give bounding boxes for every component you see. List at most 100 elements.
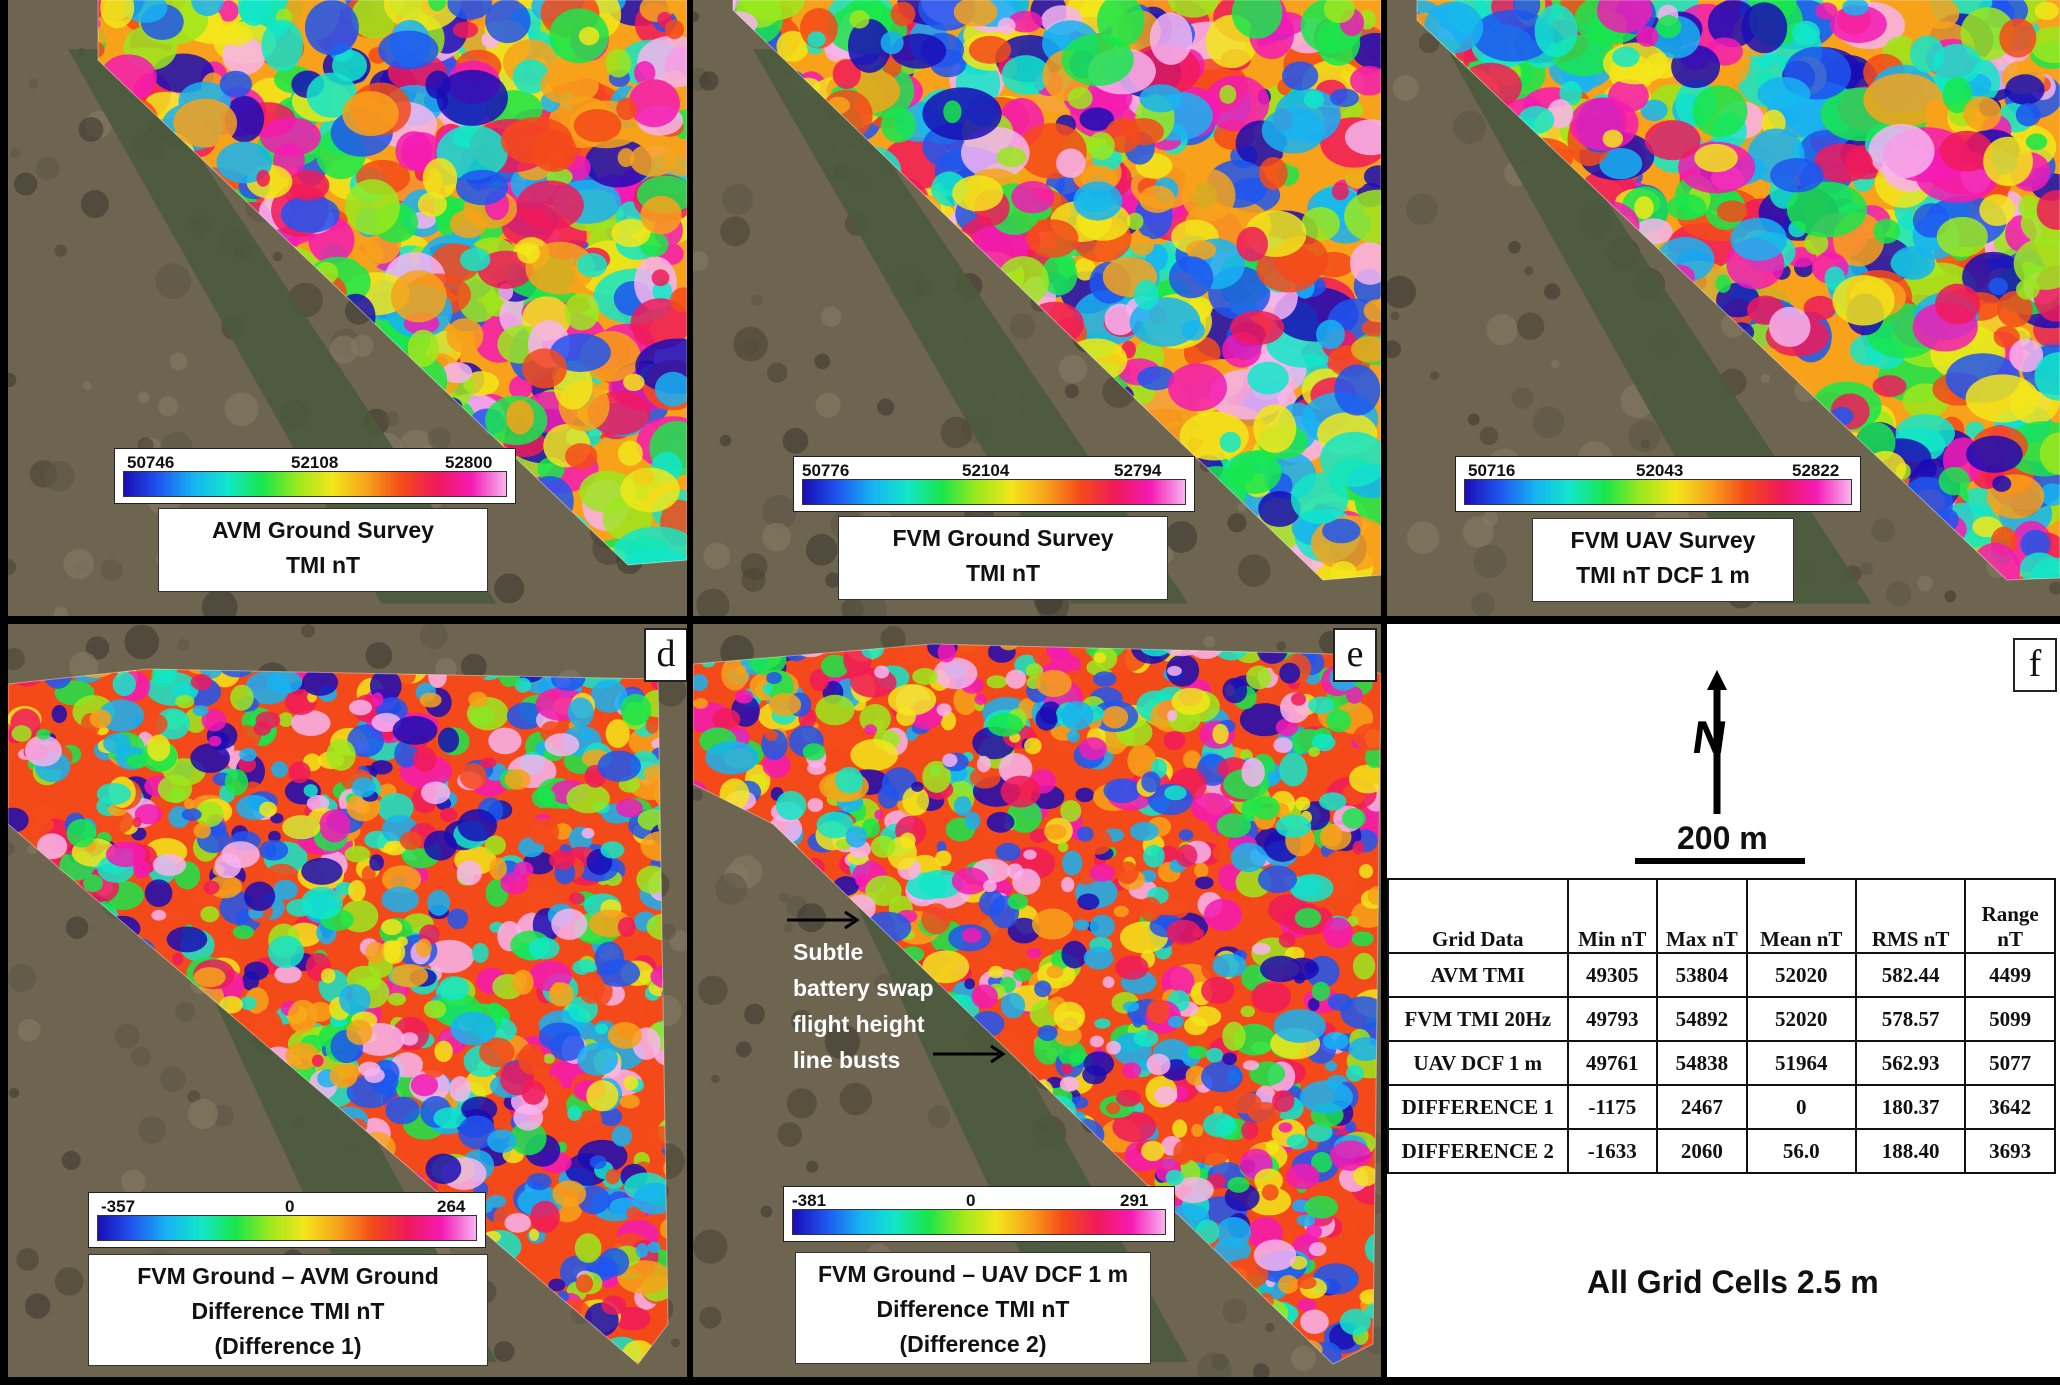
stats-table: Grid Data Min nT Max nT Mean nT RMS nT R… — [1387, 878, 2056, 1174]
north-arrow-icon — [1707, 670, 1727, 814]
stats-header-max: Max nT — [1656, 878, 1748, 954]
stats-cell: 3642 — [1964, 1084, 2056, 1130]
stats-header-grid: Grid Data — [1387, 878, 1569, 954]
panel-d-difference-1: d -357 0 264 FVM Ground – AVM Ground Dif… — [8, 624, 687, 1377]
panel-b-colorbar: 50776 52104 52794 — [793, 456, 1195, 512]
panel-e-color-ramp — [792, 1209, 1166, 1235]
panel-d-title-line3: (Difference 1) — [214, 1333, 362, 1359]
panel-c-color-ramp — [1464, 479, 1852, 505]
stats-cell: 54838 — [1656, 1040, 1748, 1086]
stats-cell: 2060 — [1656, 1128, 1748, 1174]
panel-c-scale-mid: 52043 — [1636, 461, 1684, 480]
stats-header-range: Range nT — [1964, 878, 2056, 954]
panel-b-title-line1: FVM Ground Survey — [892, 525, 1114, 551]
stats-row: UAV DCF 1 m 49761 54838 51964 562.93 5077 — [1387, 1040, 2056, 1086]
panel-e-annotation-line2: battery swap — [793, 975, 934, 1001]
stats-cell: 54892 — [1656, 996, 1748, 1042]
panel-a-scale-min: 50746 — [127, 453, 175, 472]
panel-c-colorbar: 50716 52043 52822 — [1455, 456, 1861, 512]
stats-cell: -1175 — [1566, 1084, 1659, 1130]
panel-b-fvm-ground: 50776 52104 52794 FVM Ground Survey TMI … — [693, 0, 1381, 616]
panel-f-summary: f N 200 m Grid Data Min nT Max nT Mean n… — [1387, 624, 2060, 1377]
stats-cell: 562.93 — [1854, 1040, 1967, 1086]
scale-bar — [1635, 858, 1805, 864]
panel-d-scale-mid: 0 — [285, 1197, 295, 1216]
panel-e-title-line3: (Difference 2) — [899, 1331, 1047, 1357]
stats-cell: 52020 — [1745, 996, 1857, 1042]
panel-d-colorbar: -357 0 264 — [88, 1192, 486, 1248]
panel-e-difference-2: e Subtle battery swap flight height line… — [693, 624, 1381, 1377]
panel-e-arrow-upper — [787, 910, 860, 930]
panel-e-annotation-line3: flight height — [793, 1011, 925, 1037]
panel-a-title-line2: TMI nT — [285, 552, 361, 578]
panel-e-arrow-lower — [933, 1044, 1006, 1064]
stats-cell: 180.37 — [1854, 1084, 1967, 1130]
panel-d-color-ramp — [97, 1215, 477, 1241]
panel-e-title: FVM Ground – UAV DCF 1 m Difference TMI … — [795, 1252, 1151, 1364]
stats-cell: 578.57 — [1854, 996, 1967, 1042]
panel-e-scale-min: -381 — [792, 1191, 827, 1210]
stats-cell: 51964 — [1745, 1040, 1857, 1086]
stats-cell: FVM TMI 20Hz — [1387, 996, 1569, 1042]
grid-cell-footer: All Grid Cells 2.5 m — [1587, 1264, 1879, 1300]
panel-a-avm-ground: 50746 52108 52800 AVM Ground Survey TMI … — [8, 0, 687, 616]
stats-row: AVM TMI 49305 53804 52020 582.44 4499 — [1387, 952, 2056, 998]
panel-e-scale-max: 291 — [1120, 1191, 1149, 1210]
panel-b-scale-min: 50776 — [802, 461, 850, 480]
panel-d-map-image — [8, 624, 687, 1377]
stats-cell: UAV DCF 1 m — [1387, 1040, 1569, 1086]
panel-d-title-line1: FVM Ground – AVM Ground — [137, 1263, 439, 1289]
panel-f-letter: f — [2013, 638, 2057, 692]
panel-a-title: AVM Ground Survey TMI nT — [158, 508, 488, 592]
stats-cell: 2467 — [1656, 1084, 1748, 1130]
panel-a-scale-max: 52800 — [445, 453, 493, 472]
stats-cell: AVM TMI — [1387, 952, 1569, 998]
panel-a-scale-mid: 52108 — [291, 453, 339, 472]
panel-b-scale-mid: 52104 — [962, 461, 1010, 480]
panel-e-title-line1: FVM Ground – UAV DCF 1 m — [817, 1261, 1129, 1287]
stats-cell: DIFFERENCE 1 — [1387, 1084, 1569, 1130]
panel-a-colorbar: 50746 52108 52800 — [114, 448, 516, 504]
panel-d-scale-min: -357 — [101, 1197, 136, 1216]
stats-header-min: Min nT — [1566, 878, 1659, 954]
stats-row: DIFFERENCE 2 -1633 2060 56.0 188.40 3693 — [1387, 1128, 2056, 1174]
stats-cell: 49761 — [1566, 1040, 1659, 1086]
panel-e-annotation-line4: line busts — [793, 1047, 901, 1073]
panel-e-map-image — [693, 624, 1381, 1377]
panel-b-title: FVM Ground Survey TMI nT — [838, 516, 1168, 600]
stats-cell: 53804 — [1656, 952, 1748, 998]
panel-b-color-ramp — [802, 479, 1186, 505]
stats-cell: 52020 — [1745, 952, 1857, 998]
panel-e-colorbar: -381 0 291 — [783, 1186, 1175, 1242]
stats-cell: 188.40 — [1854, 1128, 1967, 1174]
panel-e-letter: e — [1333, 628, 1377, 682]
stats-cell: 3693 — [1964, 1128, 2056, 1174]
panel-c-title: FVM UAV Survey TMI nT DCF 1 m — [1532, 518, 1794, 602]
stats-cell: DIFFERENCE 2 — [1387, 1128, 1569, 1174]
stats-cell: 5099 — [1964, 996, 2056, 1042]
panel-d-title-line2: Difference TMI nT — [191, 1298, 385, 1324]
panel-e-scale-mid: 0 — [966, 1191, 976, 1210]
stats-cell: 4499 — [1964, 952, 2056, 998]
panel-b-scale-max: 52794 — [1114, 461, 1162, 480]
panel-e-annotation-line1: Subtle — [793, 939, 864, 965]
panel-a-title-line1: AVM Ground Survey — [212, 517, 434, 543]
panel-d-scale-max: 264 — [437, 1197, 466, 1216]
stats-row: FVM TMI 20Hz 49793 54892 52020 578.57 5099 — [1387, 996, 2056, 1042]
panel-d-title: FVM Ground – AVM Ground Difference TMI n… — [88, 1254, 488, 1366]
stats-cell: 582.44 — [1854, 952, 1967, 998]
panel-d-letter: d — [644, 628, 687, 682]
stats-cell: -1633 — [1566, 1128, 1659, 1174]
panel-c-title-line1: FVM UAV Survey — [1570, 527, 1756, 553]
scale-bar-label: 200 m — [1677, 820, 1768, 856]
stats-row: DIFFERENCE 1 -1175 2467 0 180.37 3642 — [1387, 1084, 2056, 1130]
stats-cell: 56.0 — [1745, 1128, 1857, 1174]
panel-c-scale-max: 52822 — [1792, 461, 1840, 480]
stats-cell: 5077 — [1964, 1040, 2056, 1086]
panel-e-title-line2: Difference TMI nT — [876, 1296, 1070, 1322]
stats-cell: 49305 — [1566, 952, 1659, 998]
panel-a-color-ramp — [123, 471, 507, 497]
panel-c-fvm-uav: 50716 52043 52822 FVM UAV Survey TMI nT … — [1387, 0, 2060, 616]
stats-cell: 0 — [1745, 1084, 1857, 1130]
stats-header-rms: RMS nT — [1854, 878, 1967, 954]
